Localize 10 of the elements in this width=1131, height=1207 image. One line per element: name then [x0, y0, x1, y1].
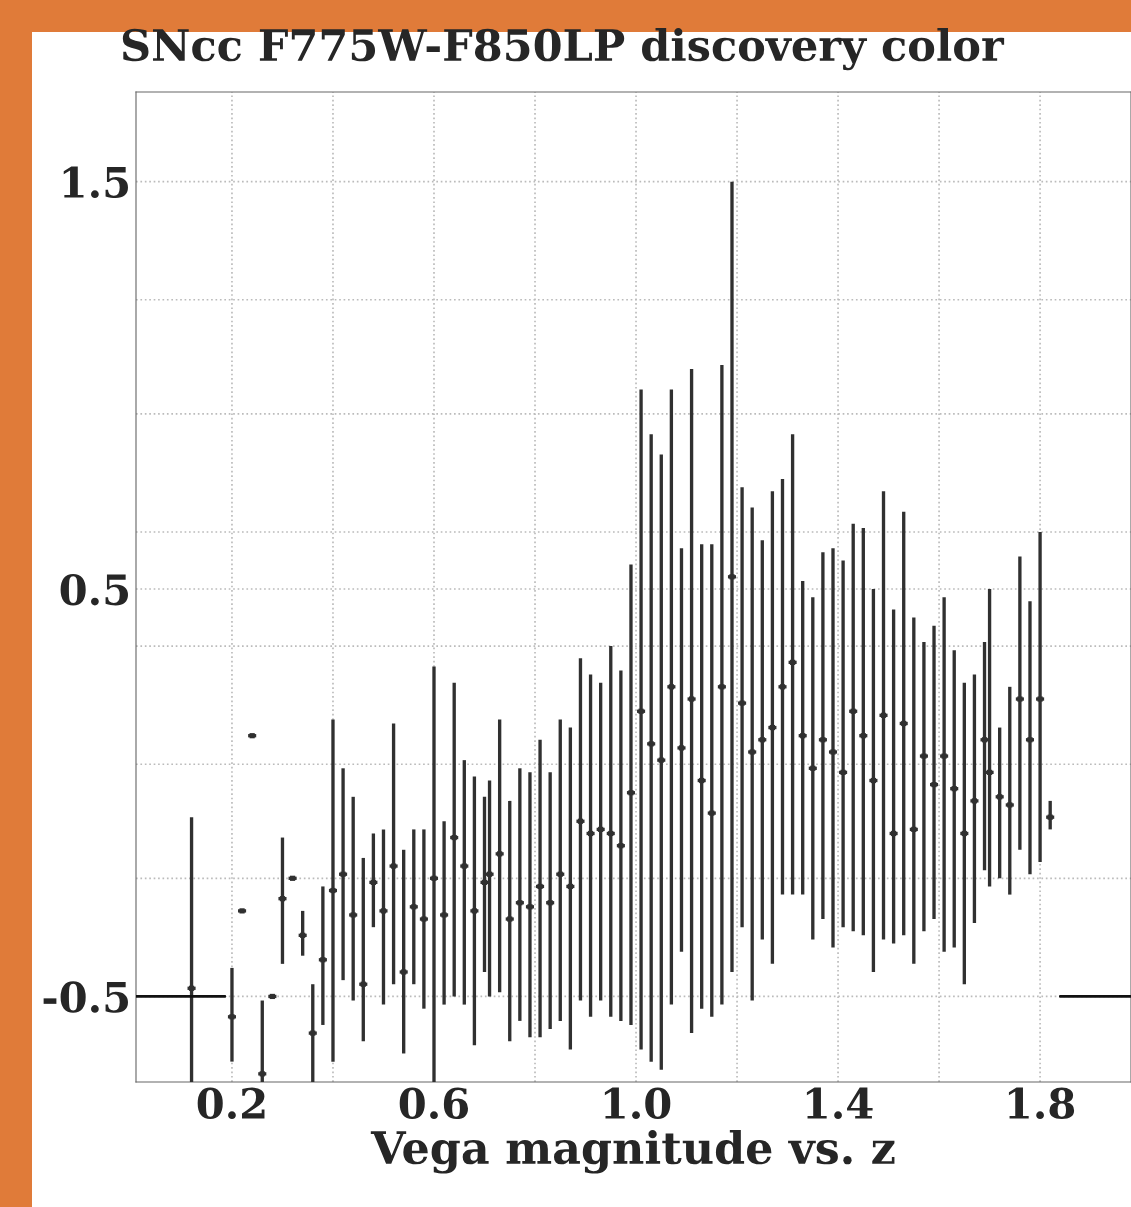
x-tick-label: 1.8: [1008, 1087, 1075, 1120]
y-tick-label: 1.5: [63, 166, 128, 199]
x-tick-label: 0.2: [197, 1087, 265, 1120]
y-tick-label: -0.5: [43, 981, 128, 1013]
chart-title: SNcc F775W-F850LP discovery color: [122, 28, 1005, 71]
x-tick-label: 0.6: [399, 1087, 468, 1120]
x-tick-label: 1.0: [604, 1087, 671, 1120]
y-tick-label: 0.5: [60, 573, 128, 606]
x-axis-title: Vega magnitude vs. z: [370, 1129, 895, 1174]
x-tick-label: 1.4: [806, 1087, 873, 1120]
